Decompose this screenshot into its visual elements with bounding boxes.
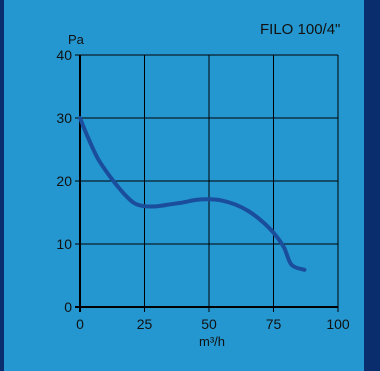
y-tick-label: 20 xyxy=(56,173,72,189)
x-tick-label: 0 xyxy=(76,316,84,332)
chart-title: FILO 100/4" xyxy=(260,21,340,38)
x-tick-label: 25 xyxy=(137,316,153,332)
x-tick-label: 100 xyxy=(326,316,350,332)
right-frame-strip xyxy=(364,0,380,371)
y-tick-label: 0 xyxy=(64,299,72,315)
tick-label-layer: 0 25 50 75 100 0 10 20 30 40 xyxy=(56,47,349,332)
y-tick-label: 30 xyxy=(56,110,72,126)
series-line xyxy=(78,116,307,272)
x-tick-label: 75 xyxy=(266,316,282,332)
y-tick-label: 10 xyxy=(56,236,72,252)
x-axis-unit-label: m³/h xyxy=(199,334,225,349)
grid-layer xyxy=(75,54,339,312)
x-tick-label: 50 xyxy=(201,316,217,332)
y-tick-label: 40 xyxy=(56,47,72,63)
y-axis-unit-label: Pa xyxy=(68,32,85,47)
left-frame-strip xyxy=(0,0,4,371)
